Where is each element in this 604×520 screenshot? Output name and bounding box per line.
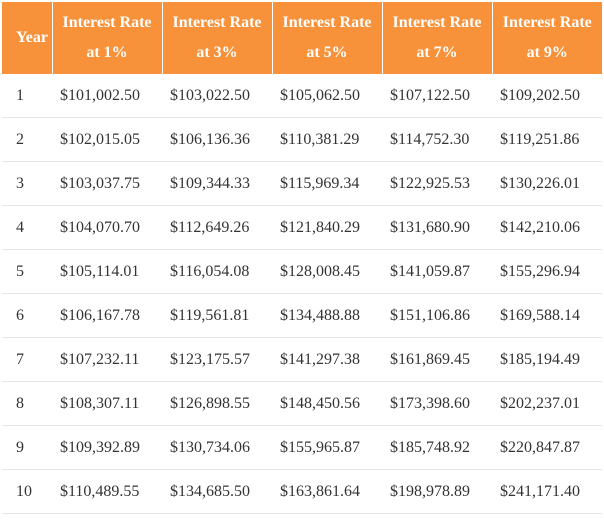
cell-value: $106,167.78 bbox=[52, 293, 162, 338]
cell-value: $110,381.29 bbox=[272, 117, 382, 162]
cell-value: $130,734.06 bbox=[162, 425, 272, 470]
cell-value: $202,237.01 bbox=[492, 381, 602, 426]
cell-year: 7 bbox=[2, 337, 52, 382]
cell-year: 4 bbox=[2, 205, 52, 250]
cell-value: $163,861.64 bbox=[272, 469, 382, 514]
compound-interest-table-container: Year Interest Rate at 1% Interest Rate at … bbox=[2, 2, 602, 514]
cell-year: 5 bbox=[2, 249, 52, 294]
table-body: 1 $101,002.50 $103,022.50 $105,062.50 $1… bbox=[2, 74, 602, 514]
cell-value: $107,122.50 bbox=[382, 74, 492, 118]
cell-year: 10 bbox=[2, 469, 52, 514]
table-row: 10 $110,489.55 $134,685.50 $163,861.64 $… bbox=[2, 469, 602, 514]
cell-value: $130,226.01 bbox=[492, 161, 602, 206]
header-line2: at 5% bbox=[306, 44, 348, 61]
header-rate-9: Interest Rate at 9% bbox=[492, 2, 602, 74]
cell-value: $105,114.01 bbox=[52, 249, 162, 294]
header-rate-1: Interest Rate at 1% bbox=[52, 2, 163, 74]
header-line2: at 3% bbox=[196, 44, 238, 61]
cell-value: $131,680.90 bbox=[382, 205, 492, 250]
header-rate-5: Interest Rate at 5% bbox=[272, 2, 383, 74]
table-row: 8 $108,307.11 $126,898.55 $148,450.56 $1… bbox=[2, 381, 602, 426]
cell-value: $141,297.38 bbox=[272, 337, 382, 382]
cell-value: $109,344.33 bbox=[162, 161, 272, 206]
table-header: Year Interest Rate at 1% Interest Rate at … bbox=[2, 2, 602, 74]
table-row: 5 $105,114.01 $116,054.08 $128,008.45 $1… bbox=[2, 249, 602, 294]
cell-value: $220,847.87 bbox=[492, 425, 602, 470]
table-row: 1 $101,002.50 $103,022.50 $105,062.50 $1… bbox=[2, 74, 602, 118]
cell-value: $173,398.60 bbox=[382, 381, 492, 426]
header-line1: Interest Rate bbox=[172, 14, 262, 31]
table-row: 3 $103,037.75 $109,344.33 $115,969.34 $1… bbox=[2, 161, 602, 206]
cell-value: $114,752.30 bbox=[382, 117, 492, 162]
cell-value: $155,965.87 bbox=[272, 425, 382, 470]
cell-value: $155,296.94 bbox=[492, 249, 602, 294]
cell-value: $115,969.34 bbox=[272, 161, 382, 206]
table-row: 4 $104,070.70 $112,649.26 $121,840.29 $1… bbox=[2, 205, 602, 250]
cell-value: $107,232.11 bbox=[52, 337, 162, 382]
cell-value: $142,210.06 bbox=[492, 205, 602, 250]
cell-value: $148,450.56 bbox=[272, 381, 382, 426]
cell-value: $134,685.50 bbox=[162, 469, 272, 514]
cell-year: 9 bbox=[2, 425, 52, 470]
header-line1: Interest Rate bbox=[282, 14, 372, 31]
table-row: 6 $106,167.78 $119,561.81 $134,488.88 $1… bbox=[2, 293, 602, 338]
cell-value: $185,194.49 bbox=[492, 337, 602, 382]
header-rate-3: Interest Rate at 3% bbox=[162, 2, 273, 74]
header-line2: at 1% bbox=[86, 44, 128, 61]
cell-value: $119,251.86 bbox=[492, 117, 602, 162]
cell-value: $198,978.89 bbox=[382, 469, 492, 514]
cell-value: $161,869.45 bbox=[382, 337, 492, 382]
cell-year: 1 bbox=[2, 74, 52, 118]
cell-value: $104,070.70 bbox=[52, 205, 162, 250]
cell-year: 6 bbox=[2, 293, 52, 338]
cell-value: $119,561.81 bbox=[162, 293, 272, 338]
table-row: 2 $102,015.05 $106,136.36 $110,381.29 $1… bbox=[2, 117, 602, 162]
header-line2: at 9% bbox=[526, 44, 568, 61]
header-row: Year Interest Rate at 1% Interest Rate at … bbox=[2, 2, 602, 74]
cell-value: $109,392.89 bbox=[52, 425, 162, 470]
cell-value: $101,002.50 bbox=[52, 74, 162, 118]
compound-interest-table: Year Interest Rate at 1% Interest Rate at … bbox=[2, 2, 602, 514]
header-line1: Interest Rate bbox=[62, 14, 152, 31]
cell-year: 2 bbox=[2, 117, 52, 162]
cell-year: 3 bbox=[2, 161, 52, 206]
cell-value: $106,136.36 bbox=[162, 117, 272, 162]
cell-value: $116,054.08 bbox=[162, 249, 272, 294]
header-line1: Interest Rate bbox=[502, 14, 592, 31]
cell-value: $185,748.92 bbox=[382, 425, 492, 470]
cell-value: $128,008.45 bbox=[272, 249, 382, 294]
cell-value: $141,059.87 bbox=[382, 249, 492, 294]
cell-value: $126,898.55 bbox=[162, 381, 272, 426]
table-row: 9 $109,392.89 $130,734.06 $155,965.87 $1… bbox=[2, 425, 602, 470]
cell-value: $241,171.40 bbox=[492, 469, 602, 514]
cell-value: $108,307.11 bbox=[52, 381, 162, 426]
header-year: Year bbox=[2, 2, 53, 74]
header-line2: at 7% bbox=[416, 44, 458, 61]
cell-value: $151,106.86 bbox=[382, 293, 492, 338]
cell-value: $169,588.14 bbox=[492, 293, 602, 338]
table-row: 7 $107,232.11 $123,175.57 $141,297.38 $1… bbox=[2, 337, 602, 382]
cell-value: $123,175.57 bbox=[162, 337, 272, 382]
cell-value: $105,062.50 bbox=[272, 74, 382, 118]
header-line1: Interest Rate bbox=[392, 14, 482, 31]
cell-value: $109,202.50 bbox=[492, 74, 602, 118]
cell-year: 8 bbox=[2, 381, 52, 426]
cell-value: $122,925.53 bbox=[382, 161, 492, 206]
cell-value: $102,015.05 bbox=[52, 117, 162, 162]
cell-value: $121,840.29 bbox=[272, 205, 382, 250]
cell-value: $103,037.75 bbox=[52, 161, 162, 206]
header-rate-7: Interest Rate at 7% bbox=[382, 2, 493, 74]
cell-value: $134,488.88 bbox=[272, 293, 382, 338]
cell-value: $110,489.55 bbox=[52, 469, 162, 514]
header-year-label: Year bbox=[16, 29, 48, 46]
cell-value: $112,649.26 bbox=[162, 205, 272, 250]
cell-value: $103,022.50 bbox=[162, 74, 272, 118]
